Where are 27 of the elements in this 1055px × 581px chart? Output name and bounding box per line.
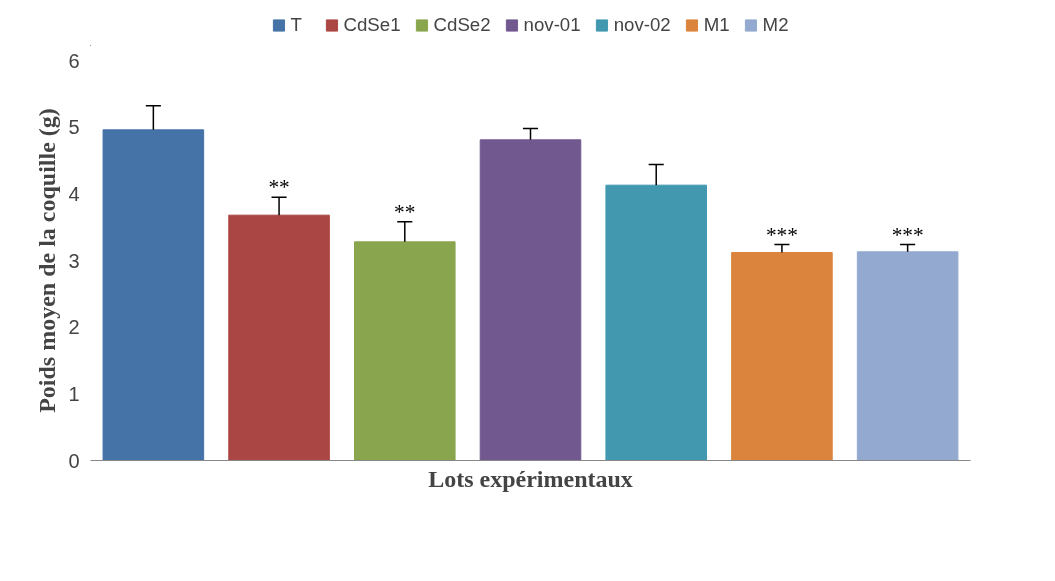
y-tick-label: 4 (68, 182, 80, 205)
legend-label: M1 (703, 14, 730, 36)
legend-label: nov-01 (523, 14, 581, 36)
legend-label: CdSe2 (433, 14, 491, 36)
data-label: ** (394, 199, 416, 224)
legend-label: T (290, 14, 303, 36)
bar (102, 129, 205, 461)
legend-label: M2 (762, 14, 789, 36)
x-axis-title: Lots expérimentaux (428, 465, 633, 492)
y-tick-label: 3 (68, 249, 80, 272)
y-tick-label: 2 (68, 316, 80, 339)
bar (605, 184, 707, 461)
bar (354, 241, 456, 461)
y-tick-label: 0 (68, 449, 80, 472)
y-axis-title: Poids moyen de la coquille (g) (34, 108, 61, 413)
data-label: *** (891, 222, 924, 247)
y-tick-label: 1 (68, 382, 80, 405)
data-label: ** (268, 175, 290, 200)
y-tick-label: 5 (68, 116, 80, 139)
bar (479, 139, 582, 461)
data-label: *** (765, 222, 798, 247)
legend-label: CdSe1 (343, 14, 401, 36)
bar (228, 214, 330, 461)
bar (731, 252, 833, 461)
y-tick-label: 6 (68, 49, 80, 72)
bar (856, 251, 959, 461)
legend-label: nov-02 (613, 14, 671, 36)
